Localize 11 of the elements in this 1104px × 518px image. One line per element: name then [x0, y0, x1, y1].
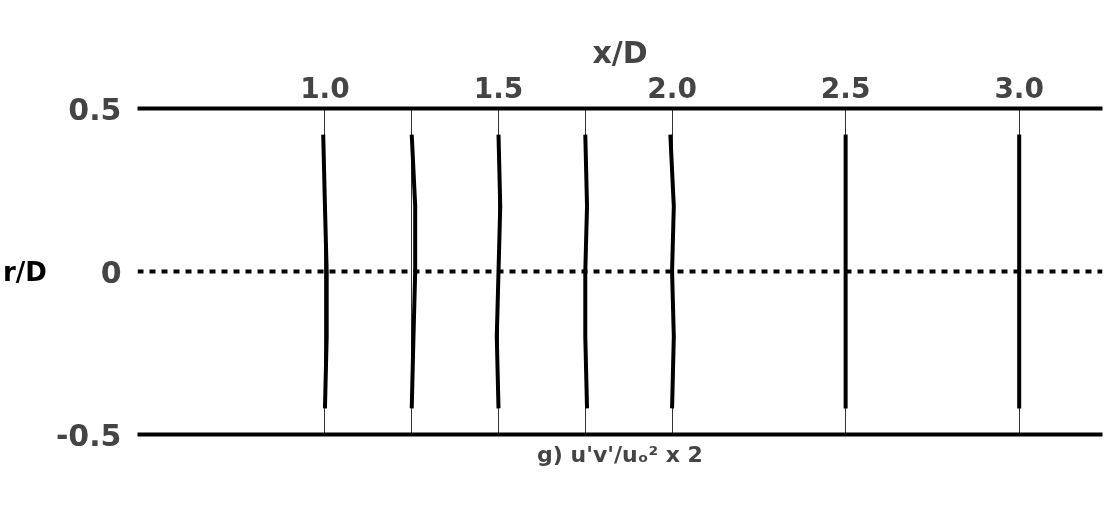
y-axis-title: r/D	[3, 256, 47, 287]
text: g) u'v'/uₒ² x 2	[537, 441, 703, 467]
y-tick-label: -0.5	[55, 417, 122, 453]
y-tick-label: 0.5	[68, 91, 122, 127]
x-tick-label: 2.0	[647, 71, 697, 105]
x-tick-label: 2.5	[820, 71, 871, 105]
x-tick-label: 3.0	[994, 71, 1044, 105]
x-tick-label: 1.0	[300, 71, 350, 105]
x-axis-title: x/D	[592, 34, 648, 70]
x-tick-label: 1.5	[473, 71, 524, 105]
y-tick-label: 0	[100, 254, 122, 290]
